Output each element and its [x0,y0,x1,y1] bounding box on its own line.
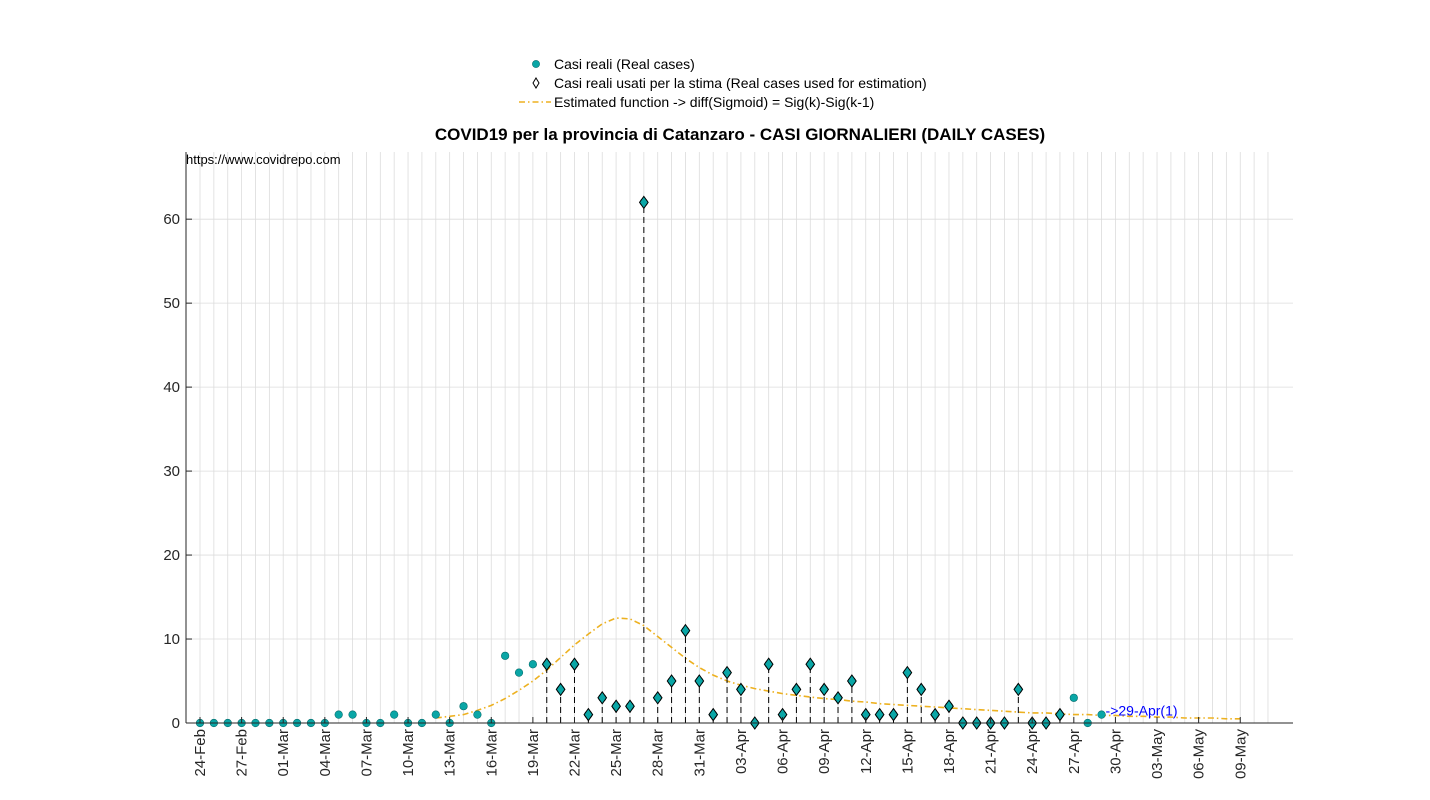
estimation-case-point [916,682,927,697]
chart-title: COVID19 per la provincia di Catanzaro - … [435,125,1045,144]
x-tick-label: 09-Apr [816,729,833,774]
y-tick-label: 60 [163,211,180,228]
estimation-case-point [638,195,649,210]
estimation-case-point [555,682,566,697]
real-case-point [390,710,399,719]
x-tick-label: 13-Mar [442,729,459,777]
estimation-case-point [763,657,774,672]
estimation-case-point [625,699,635,714]
real-cases-layer [195,198,1106,728]
estimation-case-point [736,682,746,697]
estimation-case-point [1013,682,1024,697]
estimated-function-curve [435,617,1241,720]
real-case-point [514,668,524,677]
estimation-case-point [944,699,954,714]
real-case-point [334,710,343,719]
real-case-point [1097,710,1106,719]
estimation-case-point [722,665,732,680]
estimation-case-point [569,657,580,672]
x-tick-label: 06-May [1191,729,1208,780]
estimation-case-point [597,690,608,705]
x-tick-label: 24-Apr [1024,729,1041,774]
estimated-function-layer [435,617,1241,720]
source-watermark: https://www.covidrepo.com [186,152,341,167]
x-tick-label: 27-Feb [234,729,251,777]
estimation-case-point [888,707,899,722]
y-tick-label: 30 [163,463,180,480]
x-tick-label: 24-Feb [192,729,209,777]
x-tick-label: 28-Mar [650,729,667,777]
estimation-case-point [541,657,552,672]
legend-estimated-function-label: Estimated function -> diff(Sigmoid) = Si… [554,94,874,110]
estimation-case-point [805,657,816,672]
x-tick-label: 03-May [1149,729,1166,780]
x-tick-label: 07-Mar [358,729,375,777]
real-case-point [528,660,537,669]
real-case-point [1069,693,1078,702]
y-axis-ticks: 0 10 20 30 40 50 60 [163,211,192,732]
estimation-case-point [902,665,913,680]
x-tick-label: 18-Apr [941,729,958,774]
legend-real-cases-label: Casi reali (Real cases) [554,56,695,72]
estimation-case-point [666,674,677,688]
y-tick-label: 0 [172,715,180,732]
real-case-point [473,710,482,719]
estimation-case-point [819,682,830,697]
y-tick-label: 20 [163,547,180,564]
estimation-cases-layer [541,195,1065,730]
x-tick-label: 22-Mar [566,729,583,777]
real-case-point [431,710,440,719]
estimation-case-point [652,690,663,705]
x-tick-label: 01-Mar [275,729,292,777]
y-tick-label: 40 [163,379,180,396]
x-tick-label: 10-Mar [400,729,417,777]
estimation-case-point [846,674,857,688]
estimation-case-point [708,707,719,722]
real-case-point [501,651,510,660]
x-tick-label: 30-Apr [1107,729,1124,774]
y-tick-label: 10 [163,631,180,648]
real-case-point [459,702,468,711]
last-point-annotation: ->29-Apr(1) [1106,703,1178,719]
x-tick-label: 03-Apr [733,729,750,774]
x-tick-label: 04-Mar [317,729,334,777]
estimation-case-point [680,623,691,638]
grid [186,152,1293,724]
legend-real-cases-marker [532,60,540,68]
x-axis-ticks: 24-Feb 27-Feb 01-Mar 04-Mar 07-Mar 10-Mar 13-M… [192,717,1249,779]
x-tick-label: 25-Mar [608,729,625,777]
x-tick-label: 12-Apr [858,729,875,774]
estimation-case-point [1055,707,1065,722]
estimation-case-point [583,707,594,722]
estimation-case-point [791,682,802,697]
x-tick-label: 19-Mar [525,729,542,777]
legend-estimation-cases-label: Casi reali usati per la stima (Real case… [554,75,927,91]
x-tick-label: 06-Apr [775,729,792,774]
estimation-case-point [930,707,941,722]
x-tick-label: 15-Apr [899,729,916,774]
x-tick-label: 27-Apr [1066,729,1083,774]
x-tick-label: 21-Apr [983,729,1000,774]
estimation-case-point [694,674,705,688]
legend-estimation-cases-marker [532,77,540,89]
real-case-point [348,710,357,719]
y-tick-label: 50 [163,295,180,312]
x-tick-label: 16-Mar [483,729,500,777]
legend: Casi reali (Real cases) Casi reali usati… [519,56,927,110]
x-tick-label: 09-May [1232,729,1249,780]
estimation-case-point [874,707,885,722]
x-tick-label: 31-Mar [691,729,708,777]
estimation-case-point [833,690,843,705]
estimation-case-point [611,699,622,714]
stems-layer [546,202,1061,723]
